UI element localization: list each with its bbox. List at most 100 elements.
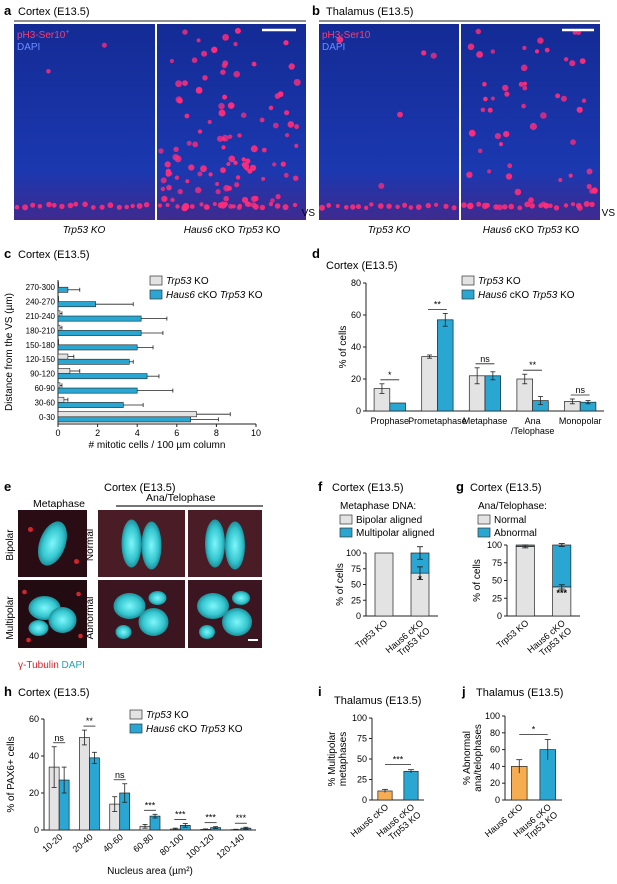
mitotic-cell-dot: [218, 109, 226, 117]
vs-cell-dot: [529, 203, 535, 209]
mitotic-cell-dot: [250, 195, 257, 203]
bar-segment-2: [552, 544, 572, 588]
mitotic-cell-dot: [498, 142, 504, 147]
mitotic-cell-dot: [196, 38, 201, 43]
y-tick-label: 25: [492, 593, 502, 603]
mitotic-cell-dot: [240, 112, 247, 118]
significance-label: *: [418, 574, 422, 584]
chromosome-mass: [225, 521, 245, 570]
label-b-ko: KO: [565, 225, 580, 236]
vs-cell-dot: [468, 203, 474, 209]
vs-cell-dot: [51, 202, 57, 208]
y-tick-label: 0: [497, 611, 502, 621]
legend-d-ko: KO: [506, 276, 521, 287]
panel-e-anatelo: Ana/Telophase: [146, 492, 216, 504]
vs-cell-dot: [116, 204, 122, 210]
mitotic-cell-dot: [483, 96, 488, 102]
legend-c-label-ctrl: Trp53 KO: [166, 276, 209, 287]
vs-cell-dot: [165, 203, 170, 207]
bar-haus6-cko: [57, 315, 142, 322]
x-tick-label: 2: [95, 428, 100, 438]
panel-e-micrographs: [18, 510, 262, 648]
mitotic-cell-dot: [487, 169, 492, 174]
vs-cell-dot: [344, 205, 349, 210]
x-tick-label: 20-40: [71, 832, 95, 854]
vs-cell-dot: [538, 203, 544, 209]
centrosome-dot: [26, 637, 31, 643]
vs-cell-dot: [402, 202, 408, 208]
vs-cell-dot: [415, 204, 422, 211]
y-tick-label: 75: [351, 564, 361, 574]
mitotic-cell-dot: [220, 69, 226, 75]
bar-trp53-ko: [421, 356, 438, 412]
vs-cell-dot: [107, 202, 114, 209]
vs-cell-dot: [99, 204, 105, 210]
vs-cell-dot: [14, 204, 20, 210]
mitotic-cell-dot: [534, 49, 540, 54]
bar-haus6-cko: [57, 286, 69, 293]
y-tick-label: 180-210: [26, 326, 56, 335]
panel-c-label: c: [4, 246, 11, 261]
mitotic-cell-dot: [215, 189, 221, 195]
mitotic-cell-dot: [284, 110, 290, 116]
mitotic-cell-dot: [192, 141, 199, 148]
mitotic-cell-dot: [241, 157, 246, 162]
legend-g-label-1: Normal: [494, 515, 526, 526]
vs-cell-dot: [124, 204, 129, 210]
mitotic-cell-dot: [221, 62, 228, 69]
mitotic-cell-dot: [568, 173, 573, 178]
chromosome-mass: [138, 608, 169, 636]
panel-b-title: Thalamus (E13.5): [326, 6, 413, 18]
panel-i-title: Thalamus (E13.5): [334, 695, 421, 707]
mitotic-cell-dot: [177, 188, 183, 195]
mitotic-cell-dot: [161, 195, 168, 202]
mitotic-cell-dot: [184, 113, 190, 119]
mitotic-cell-dot: [259, 117, 265, 123]
mitotic-cell-dot: [293, 175, 299, 181]
panel-j-label: j: [461, 684, 466, 699]
y-tick-label: 40: [29, 751, 39, 761]
significance-label: **: [529, 360, 537, 370]
legend-f-label-2: Multipolar aligned: [356, 528, 434, 539]
mitotic-cell-dot: [430, 52, 437, 59]
mitotic-cell-dot: [540, 112, 547, 119]
panel-a: a Cortex (E13.5) pH3-Ser10+ DAPI Trp53 K…: [4, 3, 315, 236]
y-tick-label: 25: [351, 595, 361, 605]
panel-d-title: Cortex (E13.5): [326, 260, 398, 272]
mitotic-cells-a-left: [14, 42, 150, 211]
y-tick-label: 80: [351, 278, 361, 288]
mitotic-cell-dot: [421, 50, 427, 56]
legend-c-cko: cKO: [198, 290, 218, 301]
x-tick-label: 10-20: [40, 832, 64, 854]
mitotic-cell-dot: [563, 57, 569, 62]
legend-c-swatch-cko: [149, 289, 163, 300]
bar-trp53-ko: [57, 310, 61, 317]
label-a-haus6: Haus6: [184, 225, 213, 236]
vs-cell-dot: [508, 203, 514, 210]
stain-label-ph3-b: pH3-Ser10: [322, 30, 371, 41]
x-tick-label: 40-60: [101, 832, 125, 854]
legend-c: Trp53 KO Haus6 cKO Trp53 KO: [149, 275, 263, 301]
significance-label: ***: [236, 813, 247, 823]
chart-d-mitotic-phases: 0 20 40 60 80 % of cells Prophase * Prometaphase…: [338, 278, 604, 436]
micrograph-cortex-trp53-ko: [14, 24, 155, 220]
legend-c-ko: KO: [194, 276, 209, 287]
mitotic-cell-dot: [227, 134, 233, 139]
chromosome-mass: [121, 519, 142, 568]
legend-h-haus6: Haus6: [146, 724, 175, 735]
y-axis-title: Distance from the VS (µm): [4, 293, 15, 411]
mitotic-cell-dot: [581, 98, 587, 103]
vs-cell-dot: [563, 203, 569, 208]
mitotic-cell-dot: [251, 61, 257, 67]
vs-cell-dot: [364, 205, 369, 210]
x-tick-label: Prometaphase: [408, 416, 467, 426]
x-tick-label: 10: [251, 428, 261, 438]
vs-cell-dot: [22, 204, 29, 211]
x-tick-label: 100-120: [184, 832, 216, 861]
mitotic-cell-dot: [237, 133, 242, 138]
mitotic-cell-dot: [490, 49, 495, 54]
panel-g-title: Cortex (E13.5): [470, 482, 542, 494]
